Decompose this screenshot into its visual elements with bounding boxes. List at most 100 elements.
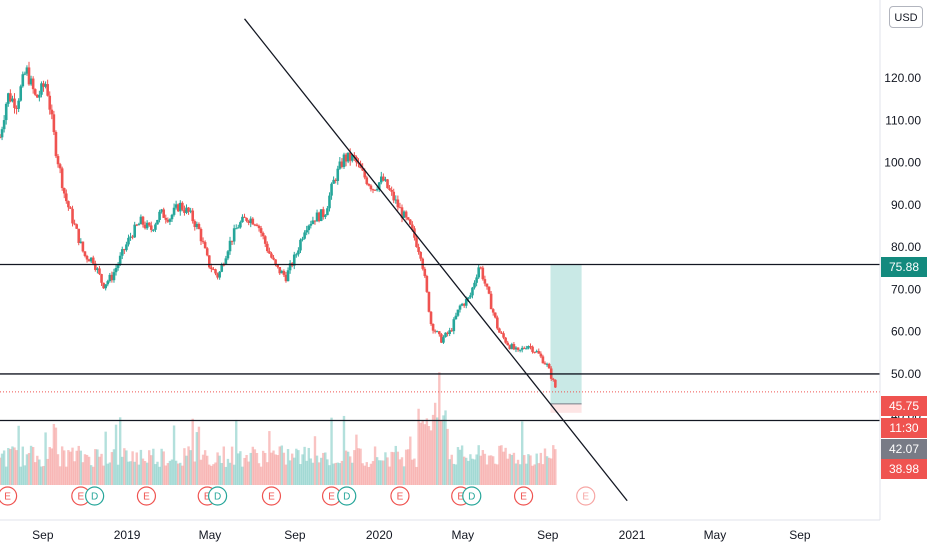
volume-bar (485, 464, 489, 485)
volume-bar (357, 448, 360, 485)
price-marker-badge (881, 396, 927, 416)
volume-bar (160, 448, 163, 485)
volume-bar (483, 453, 487, 485)
candle-body (160, 209, 163, 212)
volume-bar (268, 431, 271, 485)
volume-bar (442, 415, 445, 485)
volume-bar (359, 448, 362, 485)
candle-body (367, 184, 371, 186)
candle-body (491, 309, 495, 313)
candle-body (377, 182, 381, 190)
candle-body (375, 189, 379, 191)
candle-body (212, 269, 215, 271)
volume-bar (272, 450, 275, 485)
candle-body (512, 344, 516, 350)
volume-bar (369, 463, 373, 485)
candle-body (108, 274, 112, 282)
candle-body (253, 224, 257, 226)
volume-bar (550, 458, 553, 485)
candle-body (431, 323, 435, 331)
volume-bar (40, 466, 43, 485)
earnings-marker-icon (513, 486, 534, 506)
volume-bar (85, 454, 89, 485)
event-marker-label: E (520, 492, 527, 503)
volume-bar (338, 463, 342, 485)
volume-bar (121, 456, 124, 485)
event-marker-label: E (143, 492, 150, 503)
volume-bar (498, 445, 501, 485)
candle-body (330, 183, 333, 196)
candle-body (96, 268, 99, 270)
candle-body (392, 191, 396, 201)
volume-bar (520, 421, 524, 485)
candle-body (342, 154, 346, 167)
candle-body (50, 109, 54, 115)
volume-bar (284, 464, 288, 485)
candle-body (278, 267, 282, 274)
candle-body (71, 208, 74, 224)
candle-body (551, 378, 555, 380)
volume-bar (290, 453, 294, 485)
candle-body (280, 270, 284, 274)
volume-bar (423, 424, 427, 485)
volume-bar (44, 432, 47, 485)
candle-body (207, 255, 211, 268)
candle-body (195, 223, 199, 228)
volume-bar (438, 372, 441, 485)
volume-bar (460, 445, 464, 485)
candle-body (15, 107, 18, 109)
candle-body (520, 347, 524, 350)
candle-body (174, 204, 178, 208)
candle-body (220, 264, 224, 272)
volume-bar (543, 448, 547, 485)
candle-body (533, 352, 536, 354)
volume-bar (87, 456, 91, 485)
volume-bar (299, 464, 302, 485)
candle-body (270, 253, 273, 258)
candle-body (62, 188, 66, 194)
candle-body (13, 98, 16, 108)
earnings-marker-icon (261, 486, 282, 506)
volume-bar (135, 452, 138, 485)
candle-body (539, 353, 543, 357)
candle-body (353, 154, 356, 157)
volume-bar (462, 456, 466, 485)
candle-body (89, 257, 93, 262)
time-axis[interactable] (0, 520, 932, 550)
volume-bar (108, 462, 112, 485)
candle-body (527, 346, 530, 349)
volume-bar (177, 463, 180, 485)
volume-bar (465, 457, 468, 485)
candle-body (40, 83, 43, 95)
candle-body (379, 176, 383, 183)
volume-bar (489, 455, 493, 485)
candle-body (438, 331, 441, 335)
currency-button[interactable]: USD (889, 6, 923, 28)
candle-body (152, 229, 155, 231)
candle-body (276, 264, 279, 268)
candle-body (239, 222, 242, 228)
volume-bar (500, 445, 503, 485)
candle-body (185, 207, 188, 213)
candle-body (288, 263, 292, 271)
volume-bar (147, 450, 151, 485)
trend-line[interactable] (244, 18, 628, 502)
volume-bar (494, 463, 497, 485)
candle-body (127, 237, 130, 245)
candle-body (247, 220, 250, 223)
volume-bar (228, 462, 232, 485)
earnings-marker-icon (0, 486, 18, 506)
volume-bar (440, 420, 443, 485)
candle-body (545, 363, 549, 365)
candle-body (518, 349, 522, 351)
volume-bar (421, 420, 424, 485)
candle-body (417, 247, 420, 253)
candle-body (444, 332, 447, 338)
candle-body (224, 258, 228, 265)
volume-bar (237, 453, 240, 485)
volume-bar (396, 451, 400, 485)
long-position-tool[interactable] (550, 264, 582, 413)
volume-bar (315, 455, 319, 485)
